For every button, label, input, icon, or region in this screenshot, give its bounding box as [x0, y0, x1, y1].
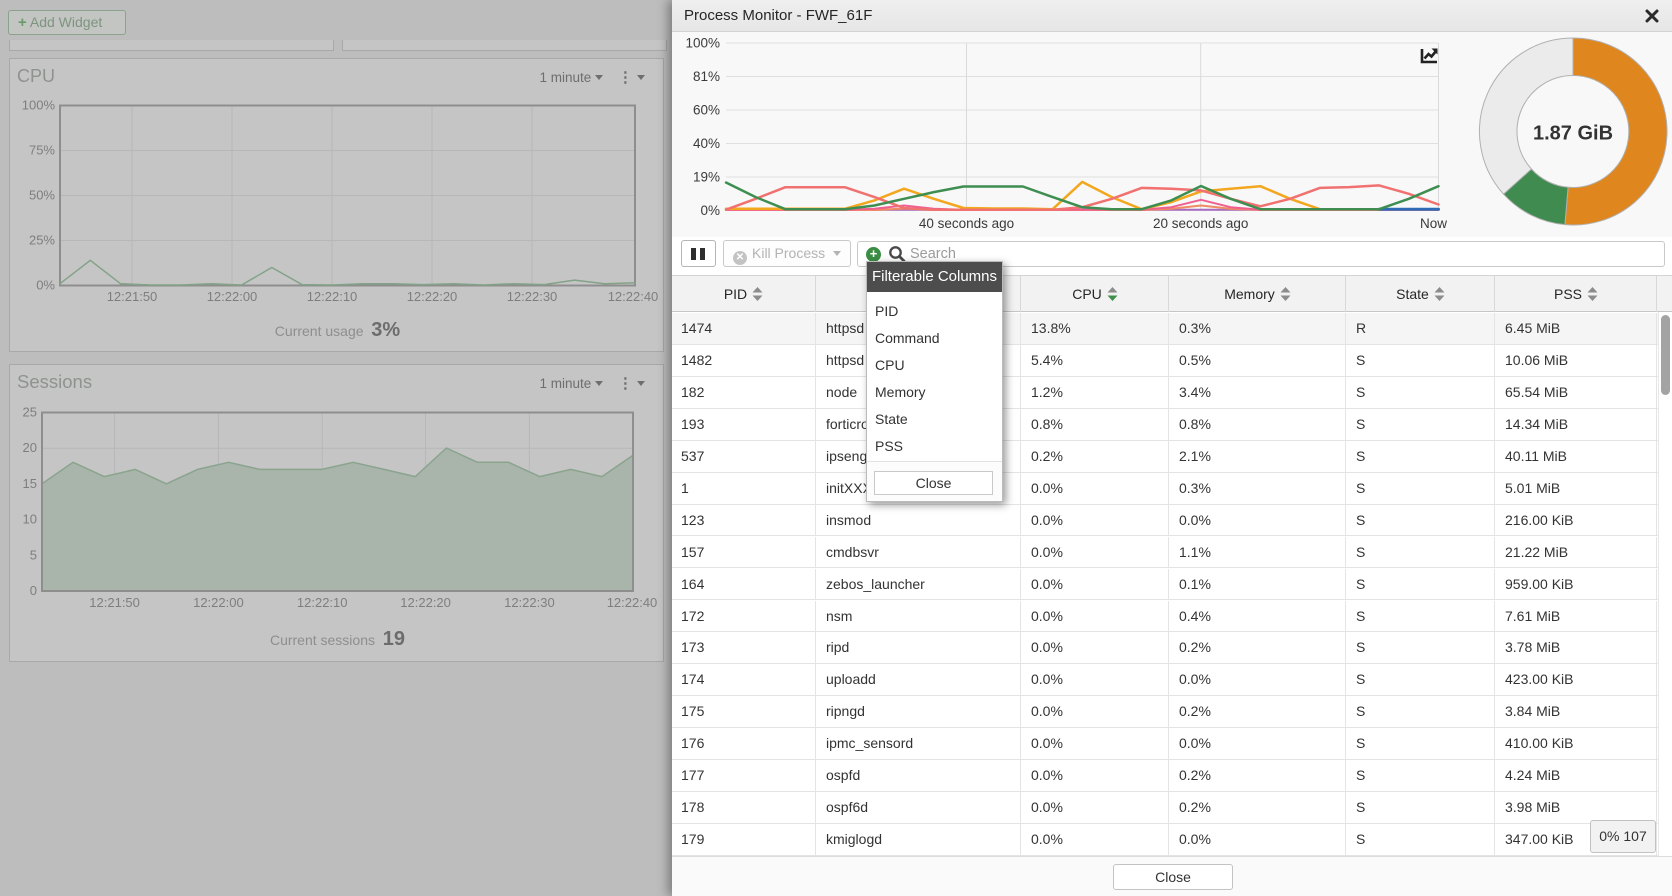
svg-text:100%: 100%: [22, 98, 56, 113]
svg-text:12:22:30: 12:22:30: [507, 289, 558, 304]
svg-text:19%: 19%: [693, 170, 720, 185]
svg-text:20 seconds ago: 20 seconds ago: [1153, 216, 1248, 231]
svg-text:0%: 0%: [700, 203, 720, 218]
svg-text:0%: 0%: [36, 278, 55, 293]
svg-text:12:22:20: 12:22:20: [407, 289, 458, 304]
svg-text:12:22:30: 12:22:30: [504, 595, 555, 610]
svg-text:12:22:00: 12:22:00: [193, 595, 244, 610]
svg-text:12:21:50: 12:21:50: [107, 289, 158, 304]
svg-text:12:22:10: 12:22:10: [307, 289, 358, 304]
svg-text:40%: 40%: [693, 136, 720, 151]
svg-text:Now: Now: [1420, 216, 1447, 231]
svg-text:12:21:50: 12:21:50: [89, 595, 140, 610]
svg-text:40 seconds ago: 40 seconds ago: [919, 216, 1014, 231]
svg-text:81%: 81%: [693, 69, 720, 84]
svg-text:12:22:20: 12:22:20: [400, 595, 451, 610]
svg-text:10: 10: [23, 512, 37, 527]
svg-text:25: 25: [23, 405, 37, 420]
svg-text:12:22:40: 12:22:40: [607, 595, 658, 610]
svg-text:60%: 60%: [693, 103, 720, 118]
svg-text:12:22:10: 12:22:10: [297, 595, 348, 610]
svg-text:75%: 75%: [29, 143, 55, 158]
svg-text:25%: 25%: [29, 233, 55, 248]
svg-text:12:22:00: 12:22:00: [207, 289, 258, 304]
svg-text:5: 5: [30, 547, 37, 562]
svg-text:15: 15: [23, 476, 37, 491]
svg-text:50%: 50%: [29, 188, 55, 203]
svg-text:1.87 GiB: 1.87 GiB: [1533, 123, 1613, 145]
svg-text:12:22:40: 12:22:40: [608, 289, 659, 304]
svg-text:20: 20: [23, 440, 37, 455]
svg-text:100%: 100%: [685, 36, 720, 51]
svg-text:0: 0: [30, 583, 37, 598]
